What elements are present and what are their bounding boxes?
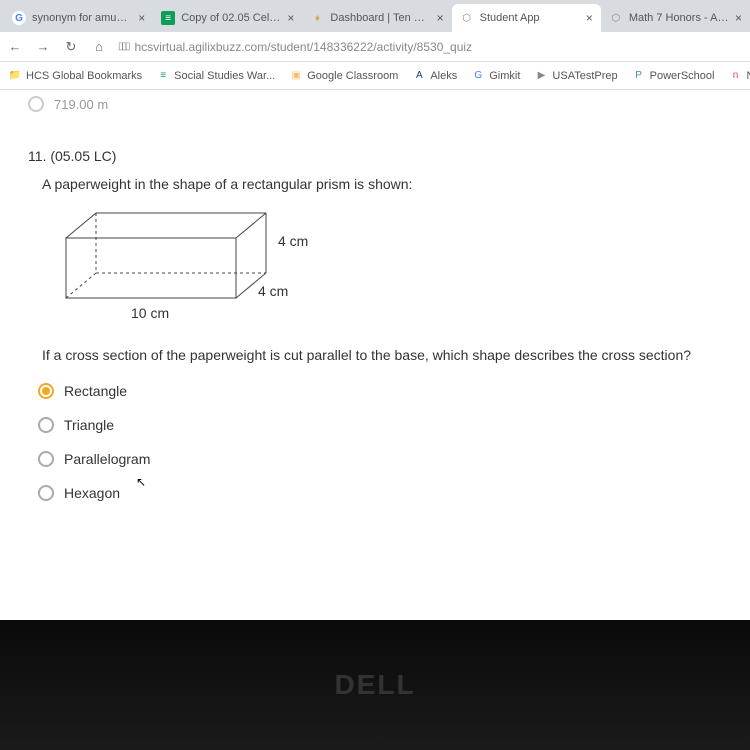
answer-option[interactable]: Triangle	[38, 417, 722, 433]
bookmark-icon: A	[412, 69, 426, 83]
bookmark-item[interactable]: A Aleks	[412, 69, 457, 83]
option-label: Triangle	[64, 417, 114, 433]
reload-button[interactable]: ↻	[62, 39, 80, 55]
bookmark-icon: 📁	[8, 69, 22, 83]
tab-label: synonym for amuse - G	[32, 12, 132, 24]
back-button[interactable]: ←	[6, 39, 24, 54]
option-label: Rectangle	[64, 383, 127, 399]
previous-option-cutoff[interactable]: 719.00 m	[28, 90, 722, 130]
bookmark-item[interactable]: ▣ Google Classroom	[289, 69, 398, 83]
option-label: Hexagon	[64, 485, 120, 501]
dell-logo: DELL	[334, 669, 415, 701]
bookmark-label: Google Classroom	[307, 70, 398, 82]
bookmark-label: PowerSchool	[650, 70, 715, 82]
tab-favicon: ♦	[310, 11, 324, 25]
radio-icon	[28, 96, 44, 112]
browser-tab[interactable]: ≡ Copy of 02.05 Cells an ×	[153, 4, 302, 32]
prism-width-label: 10 cm	[131, 305, 169, 321]
close-icon[interactable]: ×	[735, 11, 742, 25]
prism-depth-label: 4 cm	[258, 283, 288, 299]
answer-option[interactable]: Rectangle	[38, 383, 722, 399]
bookmark-item[interactable]: ▶ USATestPrep	[534, 69, 617, 83]
tab-favicon: G	[12, 11, 26, 25]
radio-icon	[38, 383, 54, 399]
close-icon[interactable]: ×	[287, 11, 294, 25]
bookmark-icon: ≡	[156, 69, 170, 83]
laptop-bezel: DELL	[0, 620, 750, 750]
nav-bar: ← → ↻ ⌂ ▯▯▯ hcsvirtual.agilixbuzz.com/st…	[0, 32, 750, 62]
tab-favicon: ≡	[161, 11, 175, 25]
bookmark-label: Gimkit	[489, 70, 520, 82]
bookmark-item[interactable]: n Noredink	[728, 69, 750, 83]
bookmark-icon: P	[632, 69, 646, 83]
home-button[interactable]: ⌂	[90, 39, 108, 54]
bookmark-label: Social Studies War...	[174, 70, 275, 82]
page-content: 719.00 m 11. (05.05 LC) A paperweight in…	[0, 90, 750, 620]
browser-tab[interactable]: Gsynonym for amuse - G ×	[4, 4, 153, 32]
question-number: 11. (05.05 LC)	[28, 148, 722, 164]
prism-height-label: 4 cm	[278, 233, 308, 249]
bookmark-icon: ▶	[534, 69, 548, 83]
prism-svg: 4 cm 4 cm 10 cm	[56, 208, 356, 328]
radio-icon	[38, 417, 54, 433]
prism-figure: 4 cm 4 cm 10 cm	[56, 208, 722, 333]
answer-option[interactable]: Parallelogram	[38, 451, 722, 467]
bookmark-icon: n	[728, 69, 742, 83]
option-label: Parallelogram	[64, 451, 150, 467]
url-bar[interactable]: ▯▯▯ hcsvirtual.agilixbuzz.com/student/14…	[118, 40, 744, 54]
tab-label: Copy of 02.05 Cells an	[181, 12, 281, 24]
tab-label: Dashboard | Ten Oaks H	[330, 12, 430, 24]
radio-icon	[38, 485, 54, 501]
close-icon[interactable]: ×	[586, 11, 593, 25]
tab-favicon: ⬡	[460, 11, 474, 25]
bookmark-label: Noredink	[746, 70, 750, 82]
bookmark-item[interactable]: 📁 HCS Global Bookmarks	[8, 69, 142, 83]
prev-option-label: 719.00 m	[54, 97, 108, 112]
question-prompt: A paperweight in the shape of a rectangu…	[42, 176, 722, 192]
bookmark-item[interactable]: ≡ Social Studies War...	[156, 69, 275, 83]
tab-label: Student App	[480, 12, 540, 24]
bookmark-icon: ▣	[289, 69, 303, 83]
browser-tab[interactable]: ⬡ Student App ×	[452, 4, 601, 32]
bookmark-icon: G	[471, 69, 485, 83]
bookmark-label: USATestPrep	[552, 70, 617, 82]
close-icon[interactable]: ×	[437, 11, 444, 25]
browser-tab[interactable]: ♦ Dashboard | Ten Oaks H ×	[302, 4, 451, 32]
tab-favicon: ⬡	[609, 11, 623, 25]
bookmark-item[interactable]: P PowerSchool	[632, 69, 715, 83]
site-info-icon: ▯▯▯	[118, 41, 129, 52]
bookmark-label: Aleks	[430, 70, 457, 82]
radio-icon	[38, 451, 54, 467]
bookmark-label: HCS Global Bookmarks	[26, 70, 142, 82]
bookmarks-bar: 📁 HCS Global Bookmarks ≡ Social Studies War…	[0, 62, 750, 90]
url-text: hcsvirtual.agilixbuzz.com/student/148336…	[135, 40, 473, 54]
browser-tab[interactable]: ⬡ Math 7 Honors - Activit ×	[601, 4, 750, 32]
cursor-icon: ↖	[136, 475, 146, 489]
forward-button[interactable]: →	[34, 39, 52, 54]
question-subtext: If a cross section of the paperweight is…	[42, 347, 722, 363]
close-icon[interactable]: ×	[138, 11, 145, 25]
tab-strip: Gsynonym for amuse - G × ≡ Copy of 02.05 Ce…	[0, 0, 750, 32]
tab-label: Math 7 Honors - Activit	[629, 12, 729, 24]
bookmark-item[interactable]: G Gimkit	[471, 69, 520, 83]
